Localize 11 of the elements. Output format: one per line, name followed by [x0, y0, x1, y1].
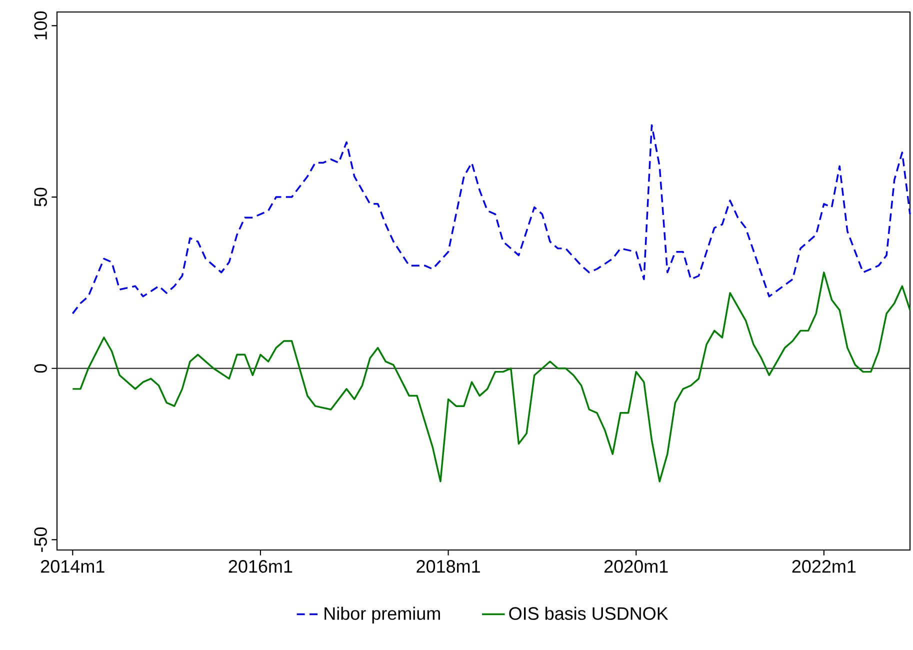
y-tick-label: 100: [34, 11, 47, 40]
legend-label: Nibor premium: [324, 606, 440, 624]
y-tick-label: 50: [34, 188, 47, 206]
x-tick-label: 2014m1: [41, 560, 104, 573]
x-tick-label: 2022m1: [792, 560, 856, 573]
x-tick-label: 2020m1: [604, 560, 668, 573]
y-tick-label: -50: [34, 527, 47, 552]
x-tick-label: 2018m1: [416, 560, 480, 573]
x-tick-label: 2016m1: [228, 560, 292, 573]
y-tick-label: 0: [34, 364, 47, 373]
legend-label: OIS basis USDNOK: [509, 606, 668, 620]
